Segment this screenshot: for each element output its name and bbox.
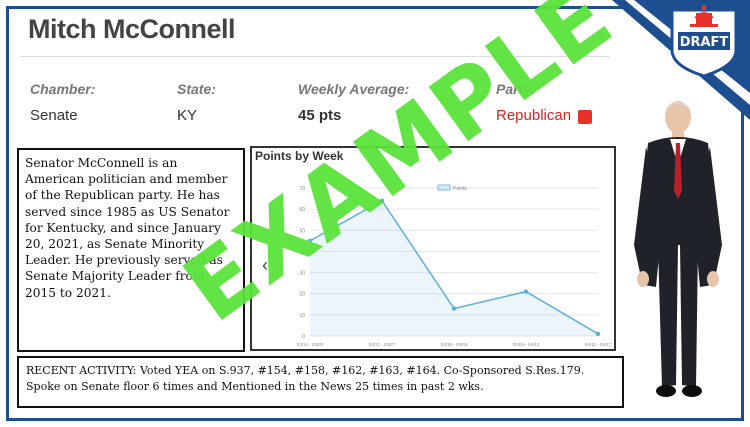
state-label: State: bbox=[177, 81, 216, 97]
badge-label: DRAFT bbox=[680, 35, 729, 50]
header-divider bbox=[20, 56, 610, 57]
data-point bbox=[379, 198, 385, 203]
chevron-left-icon[interactable]: ‹ bbox=[262, 255, 268, 275]
chamber-value: Senate bbox=[30, 107, 78, 124]
x-tick-label: 03/21 - 03/27 bbox=[369, 342, 396, 347]
chart-title: Points by Week bbox=[255, 149, 344, 163]
y-tick-label: 70 bbox=[299, 186, 305, 192]
y-tick-label: 0 bbox=[302, 334, 305, 340]
x-tick-label: 04/11 - 04/17 bbox=[585, 342, 612, 347]
state-value: KY bbox=[177, 107, 198, 124]
party-value: Republican bbox=[496, 107, 572, 124]
weekly-average-label: Weekly Average: bbox=[298, 81, 410, 97]
data-point bbox=[523, 289, 529, 294]
data-point bbox=[595, 331, 601, 337]
y-tick-label: 20 bbox=[299, 292, 305, 298]
senator-photo bbox=[634, 101, 722, 397]
chart-plot: 0 10 20 30 40 50 60 70 03/14 - 03/20 03/21 - 03/2… bbox=[297, 184, 612, 347]
draft-badge: DRAFT bbox=[670, 5, 738, 78]
y-tick-label: 30 bbox=[299, 271, 305, 277]
chamber-label: Chamber: bbox=[30, 81, 96, 97]
legend-swatch bbox=[437, 184, 451, 191]
party-color-swatch bbox=[578, 110, 592, 124]
legend-label: Points bbox=[453, 186, 467, 192]
x-tick-label: 03/28 - 04/03 bbox=[441, 342, 468, 347]
y-tick-label: 60 bbox=[299, 207, 305, 213]
series-area bbox=[310, 200, 598, 336]
data-point bbox=[451, 306, 457, 311]
x-tick-label: 04/04 - 04/10 bbox=[513, 342, 540, 347]
capitol-icon bbox=[690, 5, 718, 27]
y-tick-label: 10 bbox=[299, 313, 305, 319]
y-tick-label: 40 bbox=[299, 249, 305, 255]
data-point bbox=[307, 238, 313, 244]
points-chart: Points by Week 0 10 20 30 40 50 60 70 03/14 - 03… bbox=[250, 146, 616, 351]
weekly-average-value: 45 pts bbox=[298, 107, 342, 124]
x-tick-label: 03/14 - 03/20 bbox=[297, 342, 324, 347]
member-name: Mitch McConnell bbox=[28, 14, 236, 44]
party-label: Party: bbox=[496, 81, 536, 97]
y-tick-label: 50 bbox=[299, 228, 305, 234]
recent-activity: RECENT ACTIVITY: Voted YEA on S.937, #15… bbox=[17, 356, 624, 408]
bio-text: Senator McConnell is an American politic… bbox=[17, 148, 245, 352]
